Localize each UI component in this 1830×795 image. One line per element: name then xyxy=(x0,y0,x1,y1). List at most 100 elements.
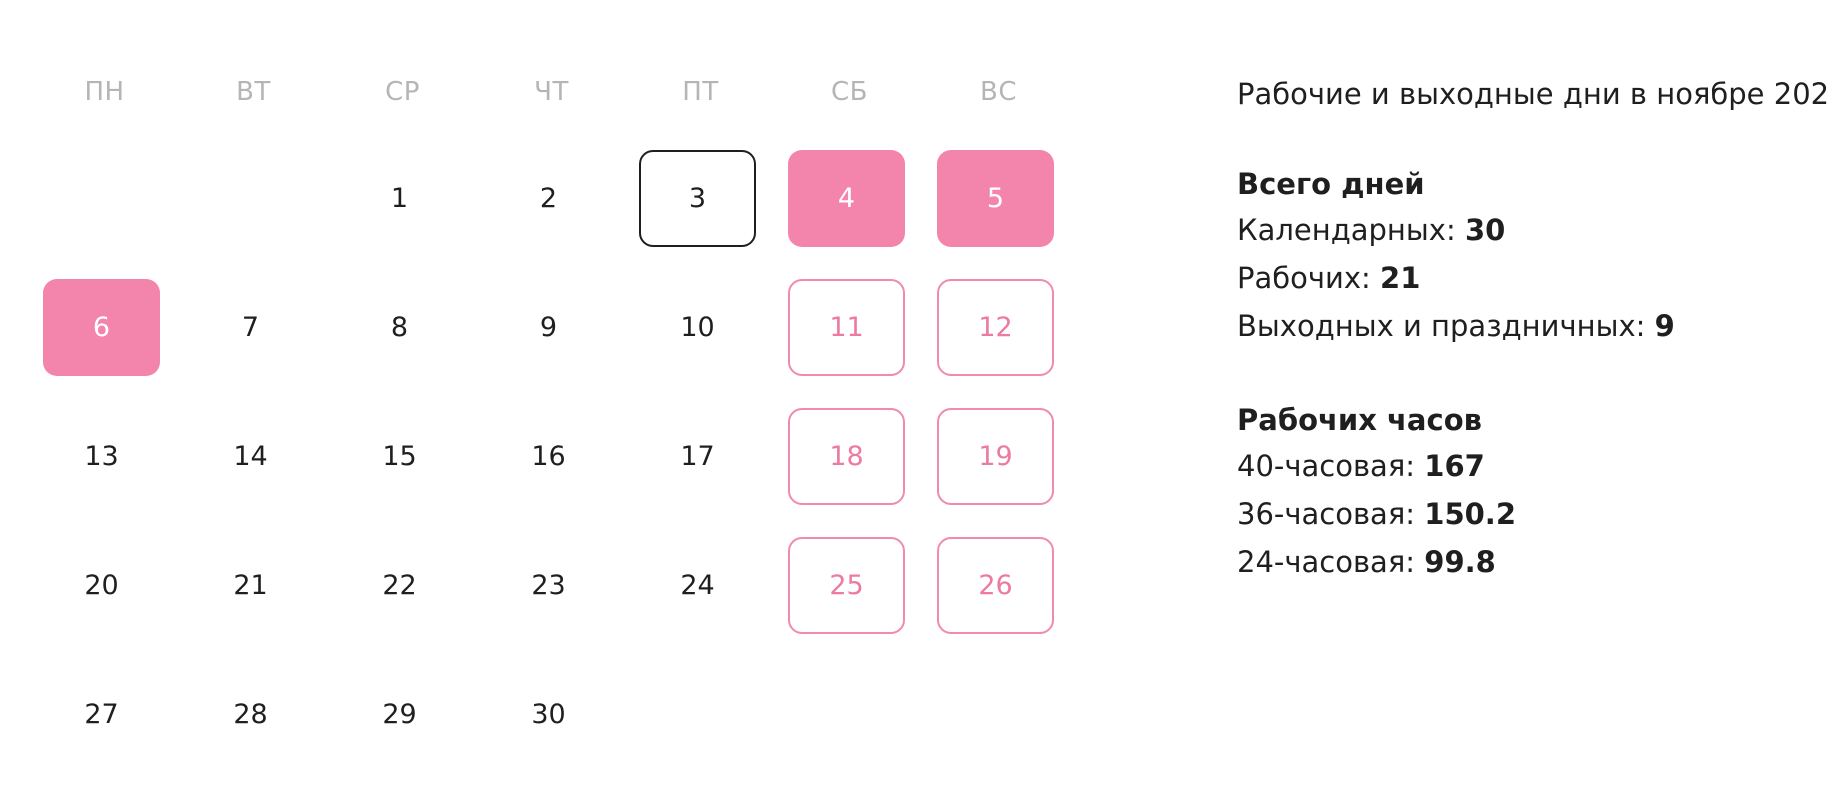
calendar-day-15[interactable]: 15 xyxy=(328,408,477,537)
hours-40-stat: 40-часовая: 167 xyxy=(1237,442,1817,490)
day-number: 13 xyxy=(84,441,119,472)
day-number: 4 xyxy=(788,150,905,247)
calendar-day-24[interactable]: 24 xyxy=(626,537,775,666)
weekday-tue: ВТ xyxy=(236,77,271,107)
stat-label: Календарных: xyxy=(1237,213,1465,247)
day-number: 27 xyxy=(84,699,119,730)
calendar-day-30[interactable]: 30 xyxy=(477,666,626,795)
calendar-day-10[interactable]: 10 xyxy=(626,279,775,408)
day-number: 8 xyxy=(390,312,409,343)
calendar-day-4[interactable]: 4 xyxy=(775,150,924,279)
day-number: 21 xyxy=(233,570,268,601)
calendar-day-27[interactable]: 27 xyxy=(30,666,179,795)
calendar-empty-cell xyxy=(626,666,775,795)
calendar-day-12[interactable]: 12 xyxy=(924,279,1073,408)
day-number: 18 xyxy=(788,408,905,505)
hours-36-stat: 36-часовая: 150.2 xyxy=(1237,490,1817,538)
hours-24-stat: 24-часовая: 99.8 xyxy=(1237,538,1817,586)
calendar-day-20[interactable]: 20 xyxy=(30,537,179,666)
calendar-empty-cell xyxy=(775,666,924,795)
total-days-section: Всего дней Календарных: 30 Рабочих: 21 В… xyxy=(1237,162,1817,350)
day-number: 11 xyxy=(788,279,905,376)
stat-value: 99.8 xyxy=(1424,545,1496,579)
calendar-day-22[interactable]: 22 xyxy=(328,537,477,666)
day-number: 20 xyxy=(84,570,119,601)
calendar: ПН ВТ СР ЧТ ПТ СБ ВС 1 2 3 4 5 6 7 8 9 10 11 12 13 14… xyxy=(30,62,1075,795)
weekday-sun: ВС xyxy=(980,77,1017,107)
calendar-day-5[interactable]: 5 xyxy=(924,150,1073,279)
working-days-stat: Рабочих: 21 xyxy=(1237,254,1817,302)
stat-value: 21 xyxy=(1380,261,1421,295)
weekday-header-row: ПН ВТ СР ЧТ ПТ СБ ВС xyxy=(30,62,1075,122)
calendar-day-14[interactable]: 14 xyxy=(179,408,328,537)
calendar-day-19[interactable]: 19 xyxy=(924,408,1073,537)
weekday-wed: СР xyxy=(385,77,420,107)
calendar-day-23[interactable]: 23 xyxy=(477,537,626,666)
calendar-week: 6 7 8 9 10 11 12 xyxy=(30,279,1075,408)
day-number: 24 xyxy=(680,570,715,601)
stat-label: Выходных и праздничных: xyxy=(1237,309,1655,343)
calendar-day-11[interactable]: 11 xyxy=(775,279,924,408)
day-number: 1 xyxy=(390,183,409,214)
stat-value: 9 xyxy=(1654,309,1675,343)
day-number: 12 xyxy=(937,279,1054,376)
calendar-day-7[interactable]: 7 xyxy=(179,279,328,408)
calendar-empty-cell xyxy=(179,150,328,279)
calendar-day-8[interactable]: 8 xyxy=(328,279,477,408)
stat-value: 167 xyxy=(1424,449,1485,483)
work-hours-section: Рабочих часов 40-часовая: 167 36-часовая… xyxy=(1237,398,1817,586)
day-number: 3 xyxy=(639,150,756,247)
calendar-day-29[interactable]: 29 xyxy=(328,666,477,795)
calendar-day-3[interactable]: 3 xyxy=(626,150,775,279)
calendar-day-18[interactable]: 18 xyxy=(775,408,924,537)
weekday-mon: ПН xyxy=(84,77,125,107)
work-hours-heading: Рабочих часов xyxy=(1237,403,1482,437)
calendar-day-9[interactable]: 9 xyxy=(477,279,626,408)
day-number: 9 xyxy=(539,312,558,343)
day-number: 15 xyxy=(382,441,417,472)
calendar-day-16[interactable]: 16 xyxy=(477,408,626,537)
calendar-day-25[interactable]: 25 xyxy=(775,537,924,666)
total-days-heading: Всего дней xyxy=(1237,167,1425,201)
weekday-fri: ПТ xyxy=(682,77,719,107)
calendar-empty-cell xyxy=(30,150,179,279)
day-number: 7 xyxy=(241,312,260,343)
calendar-grid: 1 2 3 4 5 6 7 8 9 10 11 12 13 14 15 16 17 18 19 20 21 22 23 24 2… xyxy=(30,150,1075,795)
stat-value: 150.2 xyxy=(1424,497,1516,531)
calendar-week: 27 28 29 30 xyxy=(30,666,1075,795)
day-number: 19 xyxy=(937,408,1054,505)
calendar-day-28[interactable]: 28 xyxy=(179,666,328,795)
day-number: 17 xyxy=(680,441,715,472)
calendar-day-2[interactable]: 2 xyxy=(477,150,626,279)
calendar-week: 13 14 15 16 17 18 19 xyxy=(30,408,1075,537)
calendar-day-26[interactable]: 26 xyxy=(924,537,1073,666)
day-number: 10 xyxy=(680,312,715,343)
day-number: 30 xyxy=(531,699,566,730)
day-number: 22 xyxy=(382,570,417,601)
stat-label: 36-часовая: xyxy=(1237,497,1425,531)
day-number: 26 xyxy=(937,537,1054,634)
calendar-days-stat: Календарных: 30 xyxy=(1237,206,1817,254)
day-number: 14 xyxy=(233,441,268,472)
day-number: 2 xyxy=(539,183,558,214)
day-number: 16 xyxy=(531,441,566,472)
calendar-day-17[interactable]: 17 xyxy=(626,408,775,537)
day-number: 6 xyxy=(43,279,160,376)
day-number: 5 xyxy=(937,150,1054,247)
summary-title: Рабочие и выходные дни в ноябре 2023 xyxy=(1237,77,1830,111)
calendar-week: 20 21 22 23 24 25 26 xyxy=(30,537,1075,666)
day-number: 28 xyxy=(233,699,268,730)
stat-label: Рабочих: xyxy=(1237,261,1381,295)
calendar-day-1[interactable]: 1 xyxy=(328,150,477,279)
day-number: 23 xyxy=(531,570,566,601)
month-summary: Рабочие и выходные дни в ноябре 2023 Все… xyxy=(1237,72,1830,586)
day-number: 25 xyxy=(788,537,905,634)
weekday-thu: ЧТ xyxy=(534,77,569,107)
calendar-day-6[interactable]: 6 xyxy=(30,279,179,408)
calendar-day-21[interactable]: 21 xyxy=(179,537,328,666)
calendar-empty-cell xyxy=(924,666,1073,795)
stat-label: 40-часовая: xyxy=(1237,449,1425,483)
stat-label: 24-часовая: xyxy=(1237,545,1425,579)
calendar-day-13[interactable]: 13 xyxy=(30,408,179,537)
